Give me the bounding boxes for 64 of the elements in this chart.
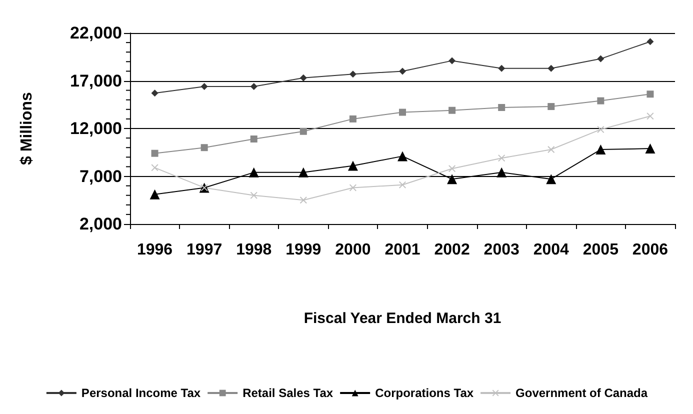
point [399, 108, 406, 116]
x-tick-label: 1996 [136, 242, 173, 258]
point [646, 112, 654, 120]
point [646, 90, 654, 98]
point [398, 151, 408, 162]
point [150, 189, 160, 200]
point [597, 126, 604, 133]
point [496, 167, 507, 178]
point [597, 97, 604, 104]
point [250, 136, 258, 143]
point [200, 144, 208, 152]
x-axis-title: Fiscal Year Ended March 31 [304, 310, 502, 327]
point [349, 184, 356, 192]
point [151, 150, 158, 157]
legend-label: Retail Sales Tax [242, 386, 334, 400]
y-axis-title: $ Millions [18, 92, 36, 165]
point [546, 174, 556, 184]
x-tick-label: 1999 [286, 242, 322, 258]
y-tick-label: 7,000 [79, 166, 122, 186]
point [300, 74, 307, 82]
point [151, 90, 158, 97]
point [548, 64, 555, 72]
point [448, 106, 456, 114]
point [298, 167, 308, 178]
x-tick-label: 2001 [384, 242, 420, 258]
x-tick-label: 2003 [484, 242, 520, 258]
point [498, 104, 506, 111]
x-tick-label: 1998 [236, 242, 272, 258]
y-tick-label: 2,000 [79, 214, 122, 234]
x-tick-label: 2000 [335, 242, 371, 258]
point [250, 82, 258, 90]
point [250, 192, 258, 199]
y-tick-label: 22,000 [70, 24, 122, 42]
x-tick-label: 1997 [186, 242, 222, 258]
point [597, 55, 604, 62]
x-tick-label: 2006 [632, 242, 668, 258]
x-tick-label: 2004 [533, 242, 570, 258]
point [448, 57, 456, 64]
point [645, 144, 656, 154]
point [498, 64, 506, 72]
point [151, 164, 158, 172]
y-tick-label: 12,000 [70, 119, 122, 138]
point [300, 196, 307, 204]
point [349, 70, 356, 78]
point [399, 68, 406, 75]
x-tick-label: 2005 [582, 242, 619, 258]
point [448, 165, 456, 172]
legend-label: Personal Income Tax [81, 386, 201, 400]
point [300, 128, 307, 135]
legend-label: Corporations Tax [375, 386, 474, 400]
point [498, 154, 506, 162]
point [248, 167, 259, 178]
legend-label: Government of Canada [516, 386, 648, 400]
point [447, 174, 458, 184]
point [399, 181, 406, 188]
x-tick-label: 2002 [434, 242, 470, 258]
point [200, 82, 208, 90]
point [348, 160, 358, 171]
point [548, 146, 555, 154]
point [349, 115, 356, 122]
point [596, 144, 606, 155]
point [646, 38, 654, 46]
point [548, 103, 555, 110]
y-tick-label: 17,000 [70, 71, 122, 90]
